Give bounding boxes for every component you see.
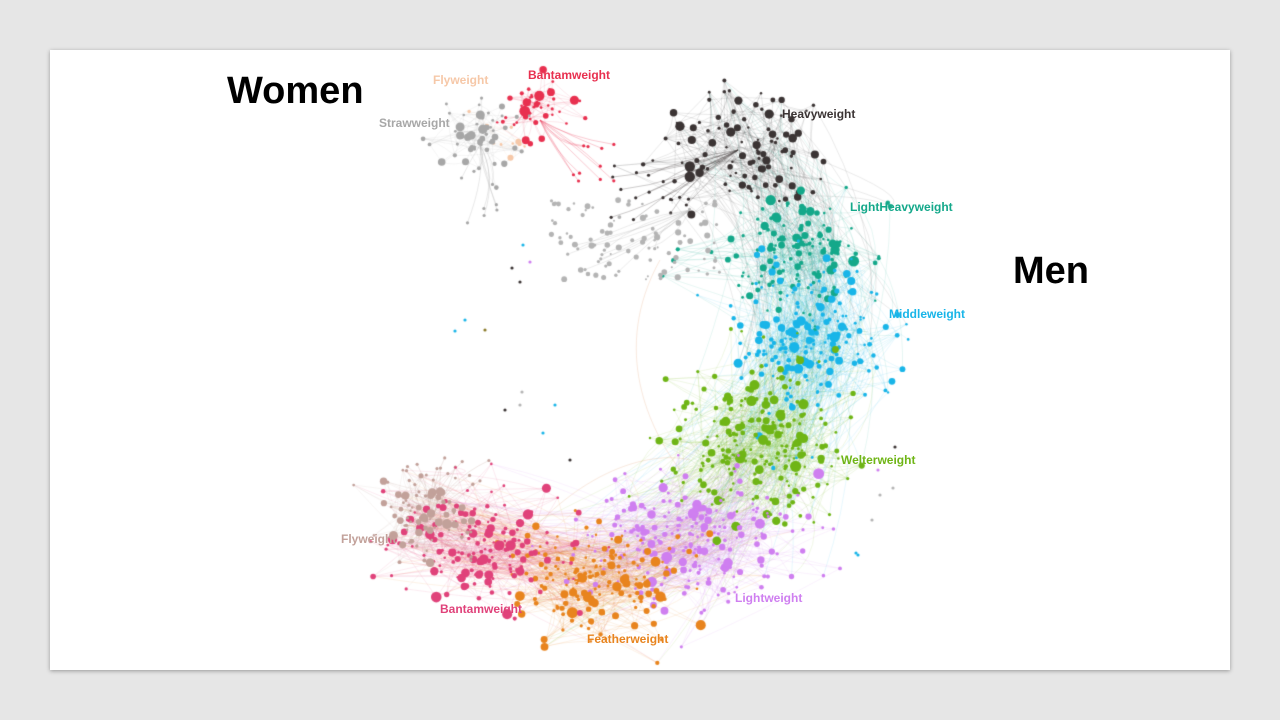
men-lightweight-label: Lightweight xyxy=(735,591,803,605)
men-welterweight-label: Welterweight xyxy=(841,453,916,467)
men-heading: Men xyxy=(1013,250,1089,292)
women-strawweight-label: Strawweight xyxy=(379,116,450,130)
women-flyweight-label: Flyweight xyxy=(433,73,489,87)
slide-canvas: Women Men Flyweight Bantamweight Strawwe… xyxy=(50,50,1230,670)
network-graph xyxy=(50,50,1230,670)
men-middleweight-label: Middleweight xyxy=(889,307,965,321)
men-flyweight-label: Flyweight xyxy=(341,532,397,546)
men-bantamweight-label: Bantamweight xyxy=(440,602,523,616)
men-heavyweight-label: Heavyweight xyxy=(782,107,856,121)
women-heading: Women xyxy=(227,70,364,112)
men-featherweight-label: Featherweight xyxy=(587,632,669,646)
women-bantamweight-label: Bantamweight xyxy=(528,68,611,82)
men-lightheavyweight-label: LightHeavyweight xyxy=(850,200,953,214)
